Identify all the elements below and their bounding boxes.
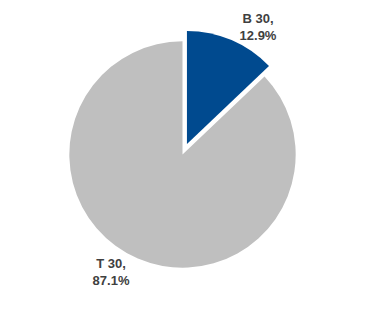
svg-text:B 30,12.9%: B 30,12.9% bbox=[240, 11, 277, 43]
svg-text:T 30,87.1%: T 30,87.1% bbox=[93, 256, 130, 288]
